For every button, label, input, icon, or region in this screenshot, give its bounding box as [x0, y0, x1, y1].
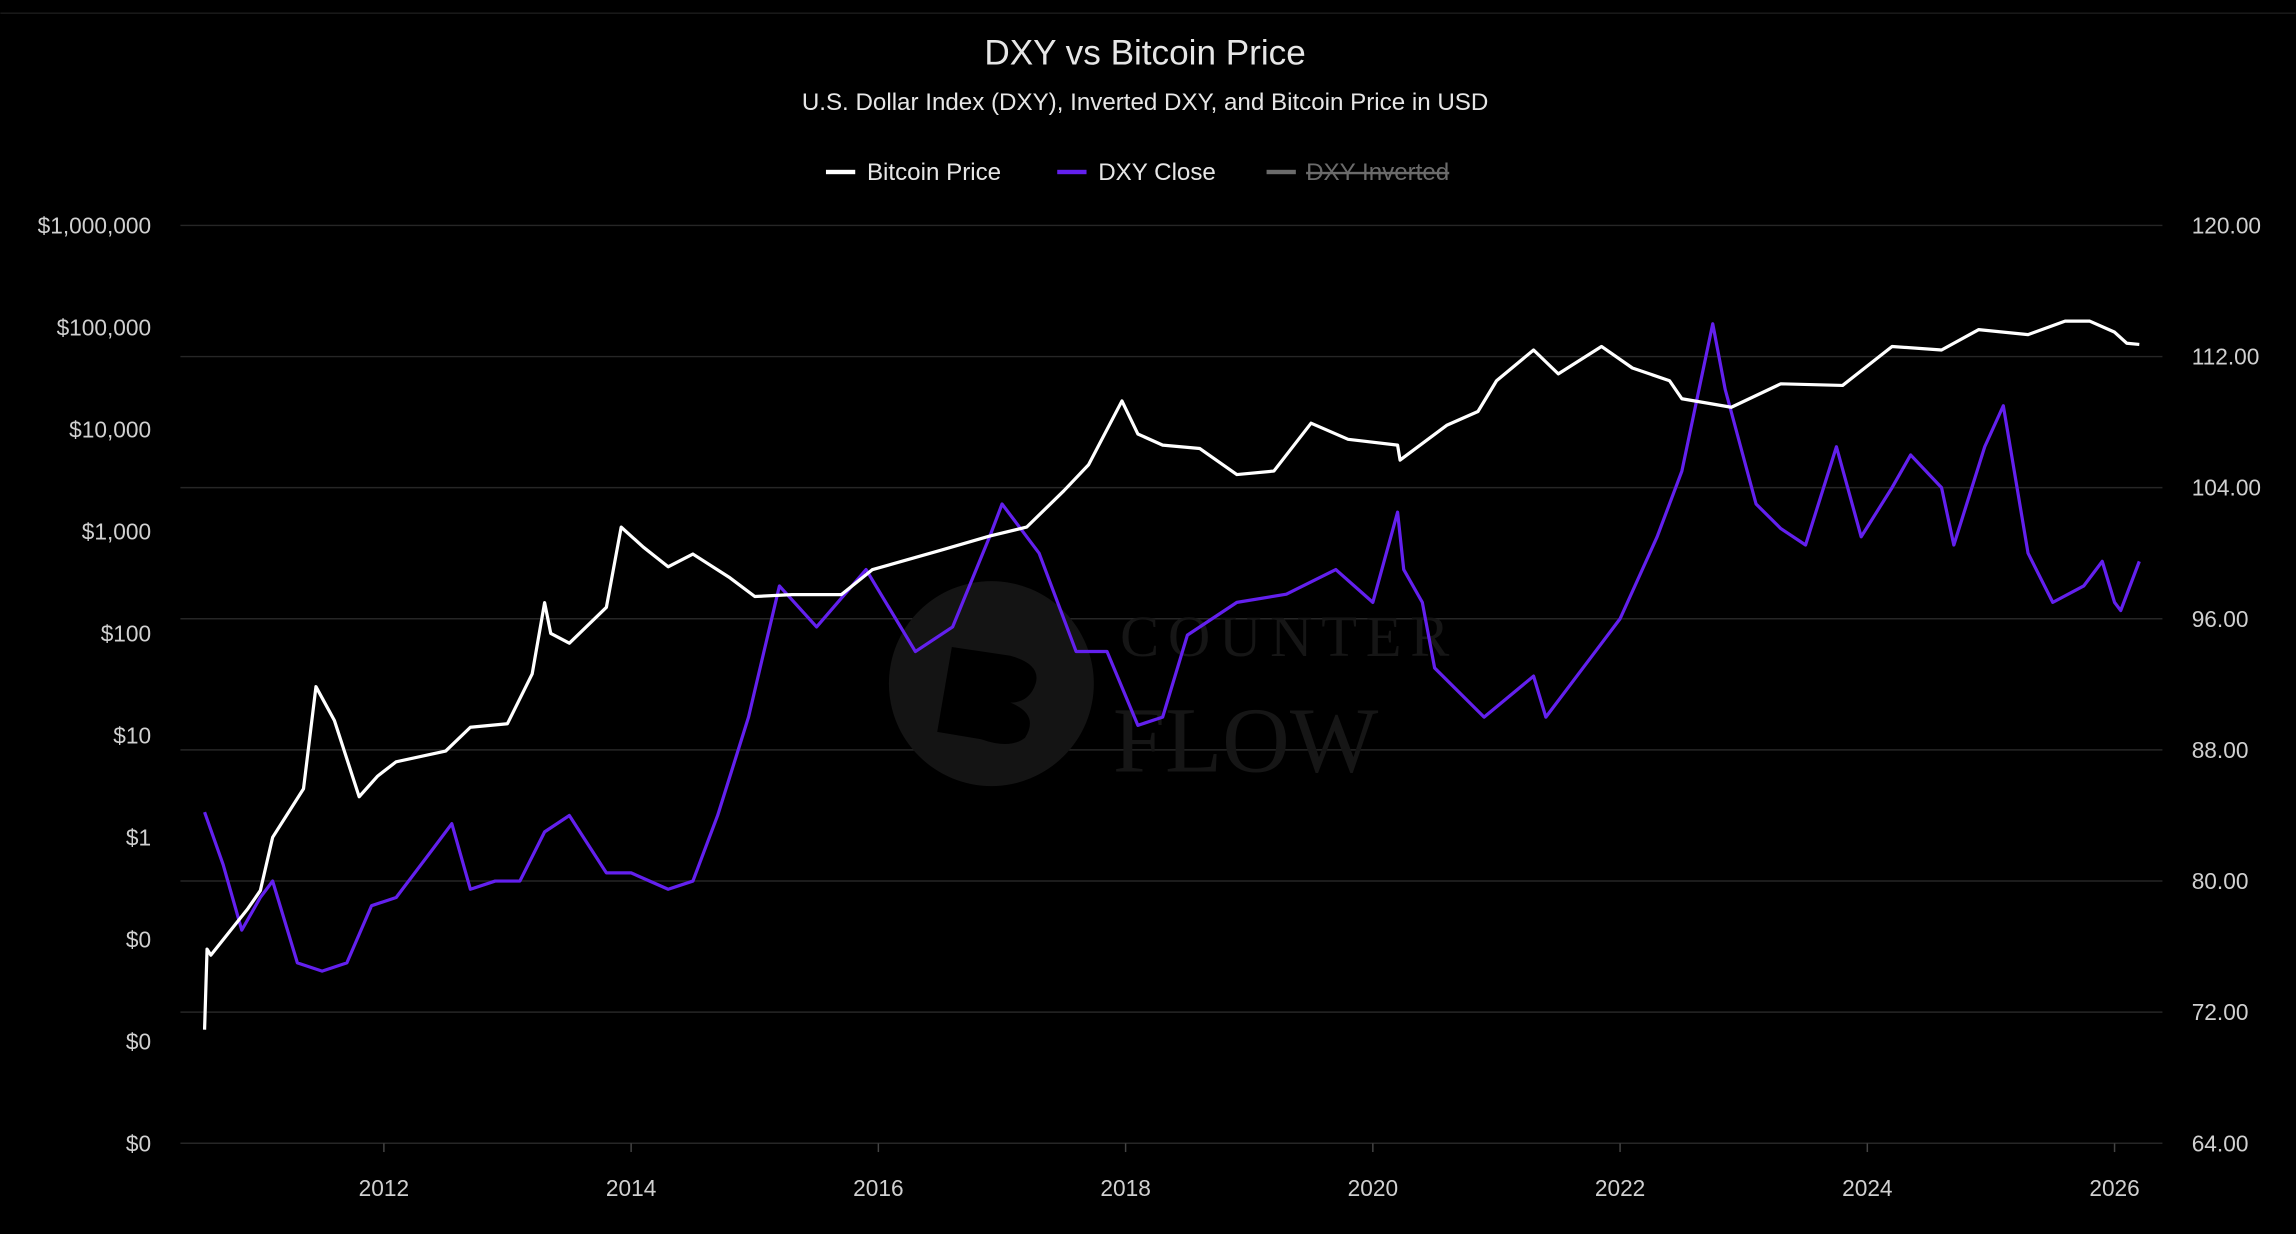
watermark-bitcoin-icon [937, 629, 1037, 750]
y-left-tick-label: $0 [126, 1028, 151, 1054]
y-right-tick-label: 80.00 [2192, 868, 2249, 894]
y-axis-left: $1,000,000 $100,000 $10,000 $1,000 $100 $10 $1… [38, 212, 151, 1156]
legend-item-dxy-inverted[interactable]: DXY Inverted [1266, 159, 1450, 186]
y-right-tick-label: 64.00 [2192, 1130, 2249, 1156]
y-left-tick-label: $10,000 [69, 416, 151, 442]
x-tick-label: 2022 [1595, 1175, 1645, 1201]
y-right-tick-label: 112.00 [2192, 344, 2260, 370]
watermark-text-flow: FLOW [1113, 689, 1379, 792]
y-left-tick-label: $1 [126, 824, 151, 850]
watermark-text-counter: COUNTER [1120, 604, 1458, 669]
y-left-tick-label: $10 [113, 722, 151, 748]
chart-subtitle: U.S. Dollar Index (DXY), Inverted DXY, a… [802, 89, 1489, 116]
x-tick-label: 2016 [853, 1175, 903, 1201]
y-right-tick-label: 88.00 [2192, 737, 2249, 763]
x-tick-label: 2020 [1348, 1175, 1398, 1201]
legend-swatch-dxy-inverted [1266, 169, 1296, 175]
x-tick-label: 2018 [1100, 1175, 1150, 1201]
series-line-bitcoin-price [202, 319, 2140, 1030]
x-tick-label: 2014 [606, 1175, 656, 1201]
legend-swatch-bitcoin [825, 169, 856, 175]
legend-swatch-dxy [1057, 169, 1087, 175]
legend-item-bitcoin-price[interactable]: Bitcoin Price [825, 159, 1001, 186]
legend-item-dxy-close[interactable]: DXY Close [1057, 159, 1216, 186]
y-right-tick-label: 72.00 [2192, 999, 2249, 1025]
y-axis-right: 120.00 112.00 104.00 96.00 88.00 80.00 72.00 64… [2192, 212, 2261, 1156]
chart-title: DXY vs Bitcoin Price [984, 33, 1305, 72]
x-tick-label: 2012 [359, 1175, 409, 1201]
y-right-tick-label: 96.00 [2192, 606, 2249, 632]
y-left-tick-label: $0 [126, 926, 151, 952]
series-layer [202, 319, 2141, 1030]
x-tick-label: 2024 [1842, 1175, 1892, 1201]
x-axis: 2012 2014 2016 2018 2020 2022 2024 2026 [359, 1143, 2140, 1201]
y-left-tick-label: $1,000 [82, 518, 151, 544]
legend: Bitcoin Price DXY Close DXY Inverted [825, 159, 1450, 186]
y-left-tick-label: $100,000 [57, 314, 152, 340]
series-line-dxy-close [203, 322, 2141, 973]
y-left-tick-label: $1,000,000 [38, 212, 151, 238]
legend-label-bitcoin: Bitcoin Price [867, 159, 1001, 186]
y-right-tick-label: 104.00 [2192, 475, 2261, 501]
y-left-tick-label: $100 [101, 620, 151, 646]
legend-label-dxy: DXY Close [1098, 159, 1216, 186]
y-left-tick-label: $0 [126, 1130, 151, 1156]
y-right-tick-label: 120.00 [2192, 212, 2261, 238]
x-tick-label: 2026 [2089, 1175, 2139, 1201]
legend-label-dxy-inverted: DXY Inverted [1306, 159, 1449, 186]
watermark: COUNTER FLOW [888, 581, 1458, 792]
